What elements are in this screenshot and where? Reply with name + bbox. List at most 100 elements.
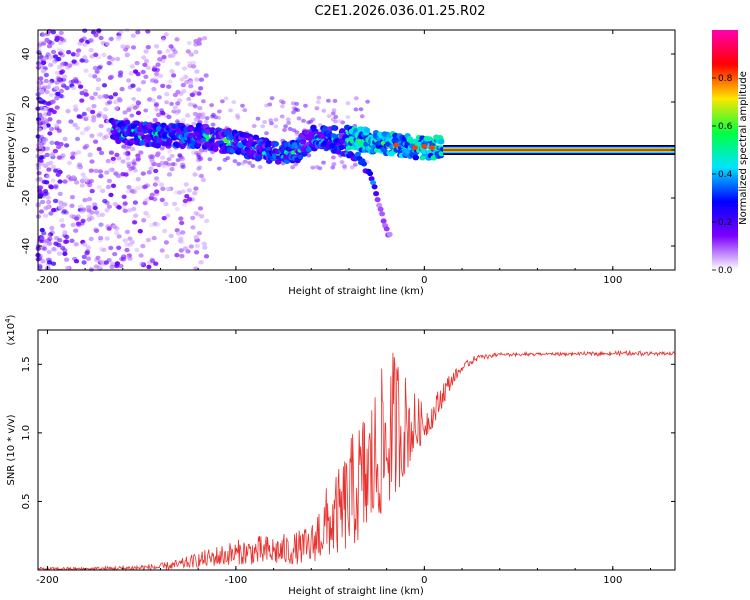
noise-dot (203, 119, 209, 124)
noise-dot (184, 194, 190, 199)
ridge-dot (272, 141, 279, 147)
noise-dot (113, 106, 119, 111)
noise-dot (174, 206, 180, 212)
noise-dot (90, 109, 96, 115)
noise-dot (152, 221, 158, 227)
noise-dot (130, 83, 136, 88)
noise-dot (135, 110, 142, 116)
noise-dot (42, 106, 48, 112)
noise-dot (102, 198, 108, 204)
noise-dot (48, 185, 54, 190)
noise-dot (56, 251, 63, 256)
noise-dot (159, 248, 165, 253)
noise-dot (57, 191, 63, 197)
noise-dot (190, 60, 197, 66)
noise-dot (128, 71, 134, 76)
noise-dot (106, 178, 112, 184)
noise-dot (86, 217, 92, 222)
noise-dot (76, 150, 82, 155)
noise-dot (37, 193, 44, 199)
noise-dot (89, 133, 95, 138)
noise-dot (81, 207, 87, 212)
noise-dot (57, 205, 63, 210)
noise-dot (333, 114, 339, 119)
noise-dot (149, 192, 155, 197)
noise-dot (46, 167, 52, 172)
noise-dot (203, 73, 209, 78)
colorbar-tick-label: 0.0 (718, 266, 733, 276)
snr-plot-area (38, 330, 675, 570)
noise-dot (153, 75, 159, 81)
noise-dot (108, 245, 114, 251)
noise-dot (186, 188, 192, 193)
noise-dot (186, 97, 192, 101)
branch-dot (386, 231, 393, 237)
noise-dot (47, 117, 53, 122)
noise-dot (260, 124, 266, 129)
noise-dot (78, 84, 84, 89)
noise-dot (210, 122, 216, 127)
noise-dot (166, 157, 172, 162)
noise-dot (204, 218, 210, 224)
noise-dot (74, 52, 80, 57)
noise-dot (180, 117, 186, 123)
noise-dot (89, 216, 95, 221)
noise-dot (163, 32, 169, 37)
noise-dot (112, 201, 118, 207)
noise-dot (192, 172, 198, 177)
noise-dot (73, 242, 79, 247)
noise-dot (92, 205, 98, 211)
noise-dot (138, 150, 144, 155)
ridge-dot (412, 154, 419, 161)
noise-dot (98, 246, 104, 252)
noise-dot (101, 83, 108, 88)
noise-dot (45, 174, 51, 179)
noise-dot (279, 114, 285, 119)
noise-dot (314, 106, 320, 111)
noise-dot (108, 95, 114, 100)
noise-dot (154, 71, 160, 77)
noise-dot (46, 44, 53, 49)
noise-dot (74, 216, 80, 221)
colorbar-tick-label: 0.6 (718, 122, 733, 132)
noise-dot (111, 224, 118, 229)
noise-dot (69, 195, 75, 200)
noise-dot (108, 150, 114, 155)
noise-dot (165, 48, 171, 54)
noise-dot (38, 146, 44, 152)
noise-dot (126, 107, 132, 113)
noise-dot (152, 117, 158, 123)
noise-dot (181, 66, 188, 71)
noise-dot (192, 191, 198, 196)
noise-dot (175, 119, 180, 124)
noise-dot (310, 165, 316, 170)
noise-dot (105, 184, 111, 190)
noise-dot (91, 115, 97, 120)
noise-dot (45, 101, 51, 106)
noise-dot (134, 247, 140, 253)
colorbar-gradient (712, 30, 738, 270)
ridge-dot (255, 155, 262, 162)
noise-dot (79, 90, 85, 96)
noise-dot (153, 103, 159, 108)
ridge-dot (330, 125, 338, 131)
spectrogram-x-tick-label: -100 (225, 275, 248, 286)
noise-dot (140, 171, 146, 176)
noise-dot (153, 176, 160, 181)
noise-dot (124, 52, 130, 57)
noise-dot (149, 158, 155, 164)
noise-dot (123, 172, 129, 177)
noise-dot (280, 104, 285, 109)
noise-dot (285, 117, 291, 122)
noise-dot (49, 126, 55, 132)
noise-dot (81, 111, 87, 117)
noise-dot (40, 199, 46, 205)
noise-dot (36, 143, 42, 148)
noise-dot (62, 251, 68, 256)
noise-dot (122, 201, 128, 206)
noise-dot (59, 218, 65, 223)
noise-dot (182, 198, 188, 204)
noise-dot (92, 65, 98, 71)
noise-dot (141, 218, 147, 223)
noise-dot (283, 124, 288, 129)
